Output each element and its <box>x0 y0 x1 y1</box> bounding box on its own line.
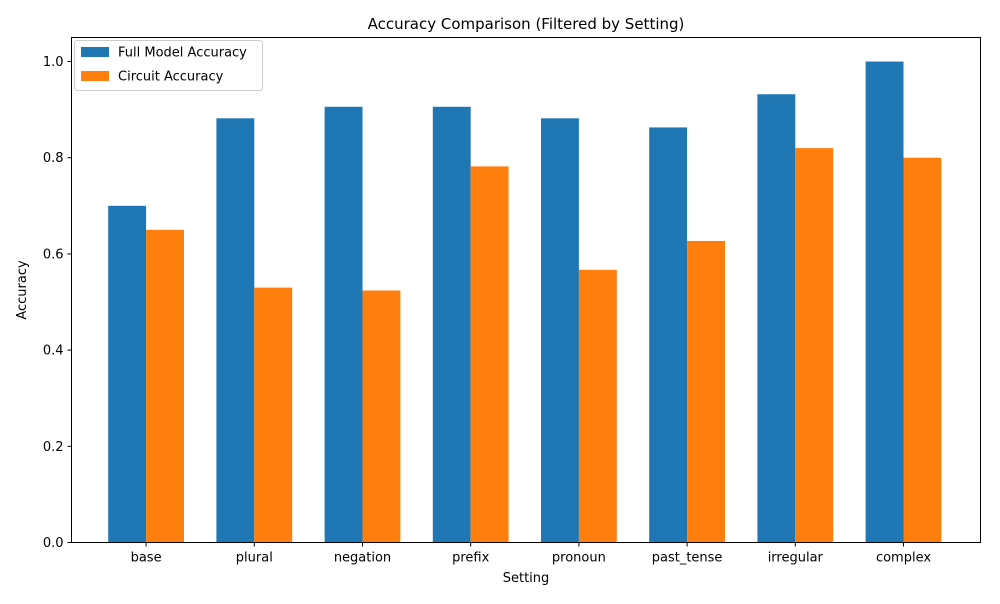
x-tick-label-plural: plural <box>236 551 273 566</box>
legend-swatch-full-model <box>81 47 109 57</box>
bar-circuit-accuracy-pronoun <box>578 269 617 543</box>
bars-group <box>108 61 942 543</box>
bar-circuit-accuracy-negation <box>362 290 401 543</box>
bar-full-model-accuracy-base <box>108 205 147 543</box>
x-tick-label-past-tense: past_tense <box>652 551 723 566</box>
x-tick-label-prefix: prefix <box>452 551 489 566</box>
plot-frame <box>71 37 981 543</box>
x-tick-label-pronoun: pronoun <box>552 551 606 566</box>
legend-swatch-circuit <box>81 71 109 81</box>
legend: Full Model Accuracy Circuit Accuracy <box>74 40 263 91</box>
bar-circuit-accuracy-plural <box>254 287 293 543</box>
bar-circuit-accuracy-past-tense <box>687 240 725 543</box>
x-tick-label-base: base <box>131 551 162 566</box>
x-tick-label-negation: negation <box>334 551 391 566</box>
legend-frame <box>74 40 263 91</box>
bar-circuit-accuracy-irregular <box>795 148 834 543</box>
y-tick-label: 0.4 <box>43 344 64 359</box>
bar-circuit-accuracy-base <box>146 229 184 543</box>
bar-full-model-accuracy-pronoun <box>541 118 579 543</box>
legend-label-full-model: Full Model Accuracy <box>118 46 247 61</box>
bar-full-model-accuracy-plural <box>216 118 255 543</box>
x-tick-label-complex: complex <box>876 551 931 566</box>
y-axis-ticks: 0.0 0.2 0.4 0.6 0.8 1.0 <box>43 55 72 551</box>
y-tick-label: 1.0 <box>43 55 64 70</box>
y-tick-label: 0.0 <box>43 536 64 551</box>
chart-title: Accuracy Comparison (Filtered by Setting… <box>368 15 685 33</box>
bar-full-model-accuracy-complex <box>865 61 904 543</box>
y-tick-label: 0.2 <box>43 440 64 455</box>
y-axis-label: Accuracy <box>15 260 30 320</box>
bar-full-model-accuracy-negation <box>324 106 363 543</box>
x-axis-label: Setting <box>503 571 550 586</box>
bar-full-model-accuracy-past-tense <box>649 127 688 543</box>
bar-circuit-accuracy-prefix <box>470 166 509 543</box>
bar-circuit-accuracy-complex <box>903 157 942 543</box>
y-tick-label: 0.8 <box>43 151 64 166</box>
bar-full-model-accuracy-prefix <box>432 106 471 543</box>
legend-label-circuit: Circuit Accuracy <box>118 70 224 85</box>
x-axis-ticks: base plural negation prefix pronoun past_tens… <box>131 542 931 566</box>
y-tick-label: 0.6 <box>43 247 64 262</box>
bar-full-model-accuracy-irregular <box>757 94 796 543</box>
x-tick-label-irregular: irregular <box>768 551 824 566</box>
